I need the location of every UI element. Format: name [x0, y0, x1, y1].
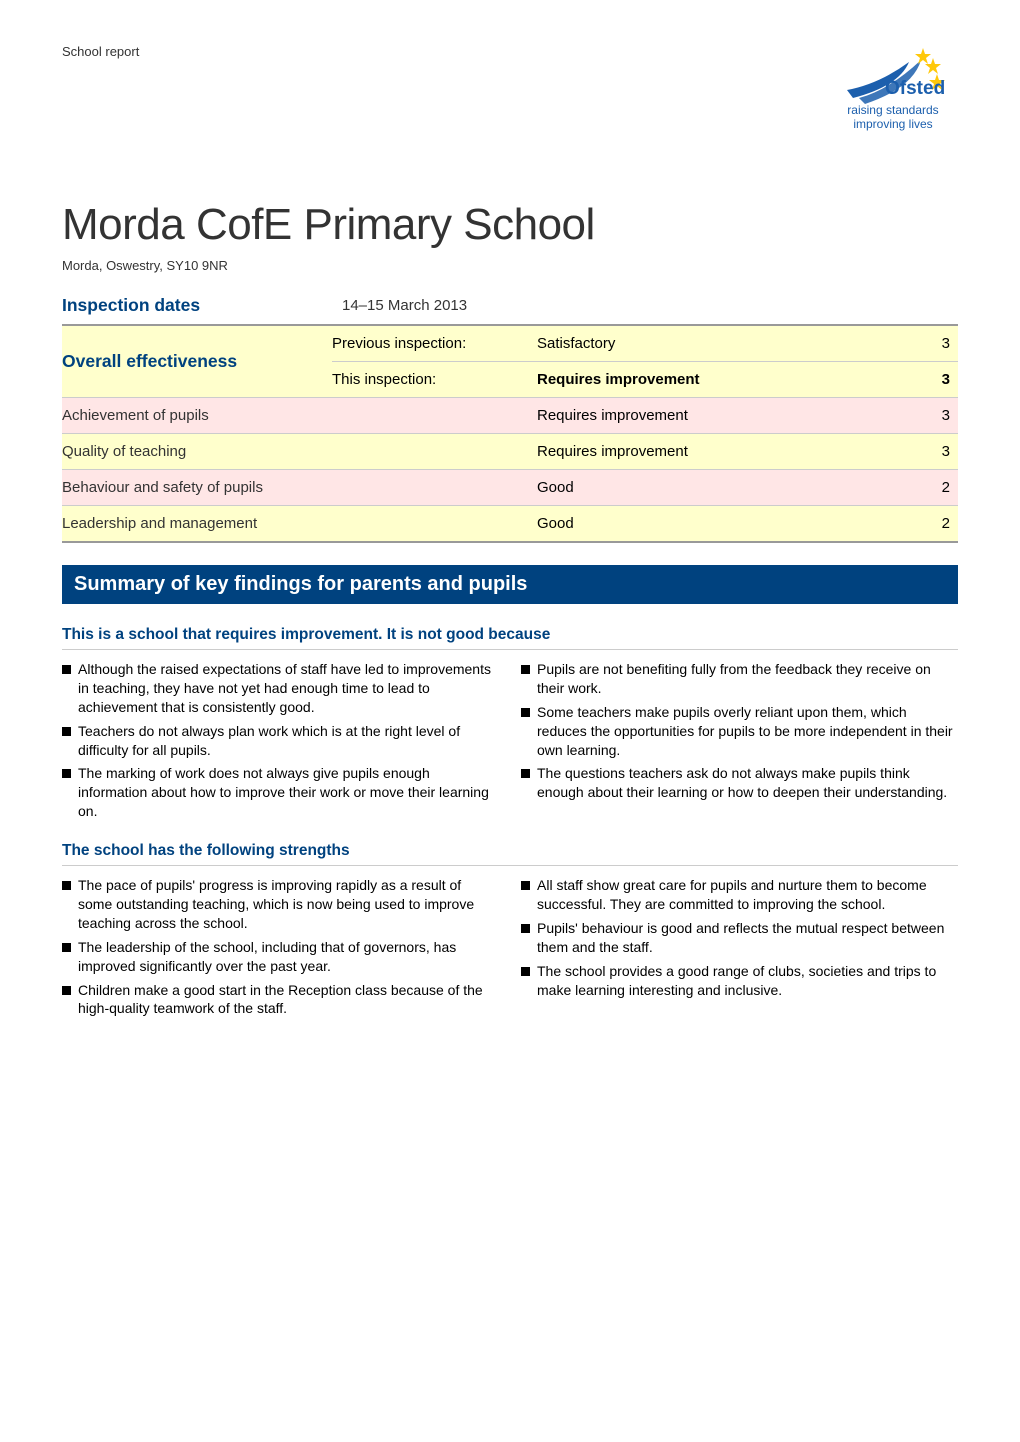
- row-label: Quality of teaching: [62, 434, 332, 469]
- svg-text:Ofsted: Ofsted: [885, 78, 945, 99]
- effectiveness-table: Overall effectiveness Previous inspectio…: [62, 324, 958, 543]
- ofsted-swoosh-icon: Ofsted: [839, 42, 947, 102]
- bullet-text: Teachers do not always plan work which i…: [78, 722, 499, 760]
- list-item: Pupils are not benefiting fully from the…: [521, 660, 958, 698]
- bullet-icon: [62, 881, 71, 890]
- section-ri-cols: Although the raised expectations of staf…: [62, 660, 958, 826]
- list-item: Children make a good start in the Recept…: [62, 981, 499, 1019]
- bullet-icon: [62, 769, 71, 778]
- bullet-text: The leadership of the school, including …: [78, 938, 499, 976]
- row-spacer: [332, 398, 537, 433]
- section-strengths-heading: The school has the following strengths: [62, 842, 958, 866]
- bullet-icon: [521, 967, 530, 976]
- summary-heading: Summary of key findings for parents and …: [62, 565, 958, 604]
- row-num: 2: [918, 506, 958, 541]
- bullet-text: Children make a good start in the Recept…: [78, 981, 499, 1019]
- list-item: Teachers do not always plan work which i…: [62, 722, 499, 760]
- row-num: 2: [918, 470, 958, 505]
- bullet-text: Some teachers make pupils overly reliant…: [537, 703, 958, 760]
- list-item: The school provides a good range of club…: [521, 962, 958, 1000]
- table-row: Leadership and management Good 2: [62, 505, 958, 543]
- row-num: 3: [918, 398, 958, 433]
- bullet-text: The pace of pupils' progress is improvin…: [78, 876, 499, 933]
- oe-prev-num: 3: [918, 326, 958, 361]
- row-label-overall: Overall effectiveness: [62, 326, 332, 397]
- section-strengths-right: All staff show great care for pupils and…: [521, 876, 958, 1023]
- row-label: Leadership and management: [62, 506, 332, 541]
- bullet-icon: [521, 665, 530, 674]
- header-left-text: School report: [62, 42, 139, 59]
- table-row: Quality of teaching Requires improvement…: [62, 433, 958, 469]
- page-subtitle: Morda, Oswestry, SY10 9NR: [62, 258, 958, 273]
- row-label: Achievement of pupils: [62, 398, 332, 433]
- bullet-icon: [521, 769, 530, 778]
- bullet-icon: [521, 708, 530, 717]
- inspection-dates-value: 14–15 March 2013: [332, 297, 467, 314]
- inspection-dates-row: Inspection dates 14–15 March 2013: [62, 295, 958, 316]
- list-item: The pace of pupils' progress is improvin…: [62, 876, 499, 933]
- list-item: Pupils' behaviour is good and reflects t…: [521, 919, 958, 957]
- bullet-icon: [521, 924, 530, 933]
- table-row-overall: Overall effectiveness Previous inspectio…: [62, 324, 958, 397]
- section-strengths-cols: The pace of pupils' progress is improvin…: [62, 876, 958, 1023]
- oe-this-num: 3: [918, 362, 958, 397]
- inspection-dates-label: Inspection dates: [62, 295, 332, 316]
- list-item: The marking of work does not always give…: [62, 764, 499, 821]
- bullet-text: Pupils' behaviour is good and reflects t…: [537, 919, 958, 957]
- bullet-text: All staff show great care for pupils and…: [537, 876, 958, 914]
- bullet-text: Pupils are not benefiting fully from the…: [537, 660, 958, 698]
- oe-this-sub: This inspection:: [332, 362, 537, 397]
- section-ri-heading: This is a school that requires improveme…: [62, 626, 958, 650]
- row-val: Good: [537, 506, 918, 541]
- row-val: Requires improvement: [537, 434, 918, 469]
- oe-prev-val: Satisfactory: [537, 326, 918, 361]
- row-spacer: [332, 470, 537, 505]
- bullet-text: The questions teachers ask do not always…: [537, 764, 958, 802]
- list-item: The questions teachers ask do not always…: [521, 764, 958, 802]
- table-row: Behaviour and safety of pupils Good 2: [62, 469, 958, 505]
- section-strengths-left: The pace of pupils' progress is improvin…: [62, 876, 499, 1023]
- row-num: 3: [918, 434, 958, 469]
- row-val: Good: [537, 470, 918, 505]
- row-label: Behaviour and safety of pupils: [62, 470, 332, 505]
- section-ri-left: Although the raised expectations of staf…: [62, 660, 499, 826]
- ofsted-motto-line2: improving lives: [853, 117, 932, 131]
- list-item: Although the raised expectations of staf…: [62, 660, 499, 717]
- row-val: Requires improvement: [537, 398, 918, 433]
- bullet-text: The marking of work does not always give…: [78, 764, 499, 821]
- row-spacer: [332, 506, 537, 541]
- section-ri-right: Pupils are not benefiting fully from the…: [521, 660, 958, 826]
- bullet-icon: [62, 665, 71, 674]
- bullet-icon: [62, 986, 71, 995]
- oe-this-val: Requires improvement: [537, 362, 918, 397]
- list-item: All staff show great care for pupils and…: [521, 876, 958, 914]
- oe-prev-sub: Previous inspection:: [332, 326, 537, 361]
- bullet-text: The school provides a good range of club…: [537, 962, 958, 1000]
- bullet-text: Although the raised expectations of staf…: [78, 660, 499, 717]
- ofsted-logo: Ofsted raising standards improving lives: [828, 42, 958, 172]
- table-row: Achievement of pupils Requires improveme…: [62, 397, 958, 433]
- header-row: School report Ofsted raising standards i…: [62, 42, 958, 172]
- bullet-icon: [62, 943, 71, 952]
- bullet-icon: [521, 881, 530, 890]
- page-title: Morda CofE Primary School: [62, 200, 958, 250]
- list-item: The leadership of the school, including …: [62, 938, 499, 976]
- bullet-icon: [62, 727, 71, 736]
- list-item: Some teachers make pupils overly reliant…: [521, 703, 958, 760]
- row-spacer: [332, 434, 537, 469]
